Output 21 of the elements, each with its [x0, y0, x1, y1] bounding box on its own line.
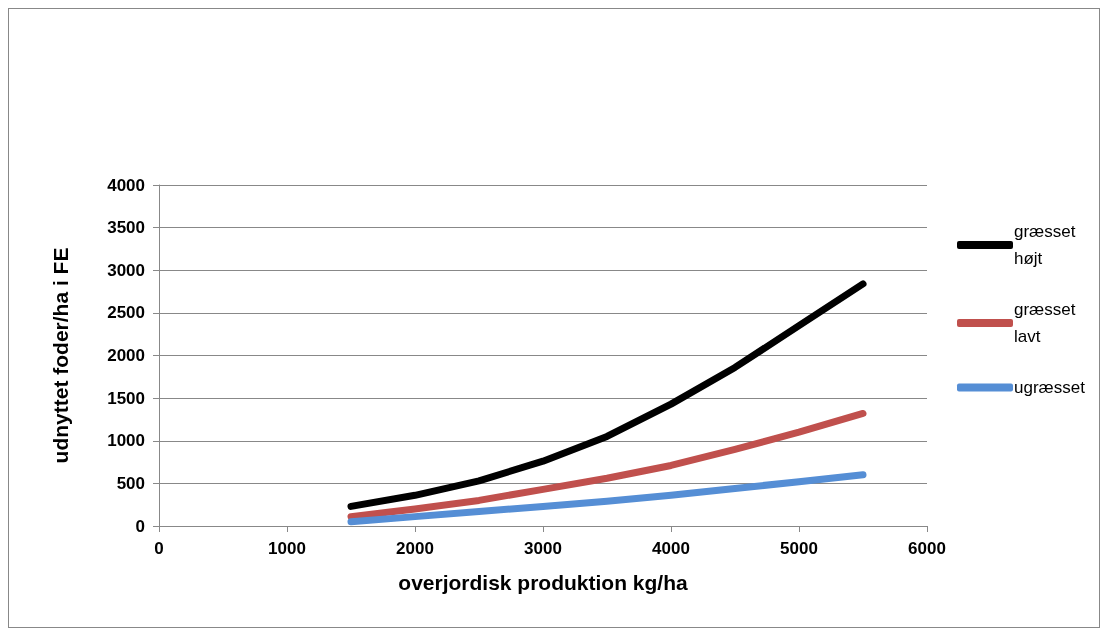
y-tick-label: 1000 — [107, 431, 145, 451]
x-tick-label: 5000 — [780, 539, 818, 558]
x-tick-label: 6000 — [908, 539, 946, 558]
x-tick-label: 4000 — [652, 539, 690, 558]
y-tick-label: 0 — [135, 516, 145, 536]
y-tick-label: 500 — [116, 473, 145, 493]
y-tick-label: 3000 — [107, 260, 145, 280]
x-tick-label: 2000 — [396, 539, 434, 558]
legend-label: græsset lavt — [1014, 300, 1081, 346]
x-tick-label: 0 — [154, 539, 164, 558]
y-tick-label: 2500 — [107, 303, 145, 323]
x-tick-label: 1000 — [268, 539, 306, 558]
y-tick-label: 4000 — [107, 175, 145, 195]
x-axis-title: overjordisk produktion kg/ha — [398, 571, 688, 594]
y-tick-label: 1500 — [107, 388, 145, 408]
y-tick-label: 3500 — [107, 218, 145, 238]
legend-label: ugræsset — [1014, 378, 1086, 397]
y-axis-title: udnyttet foder/ha i FE — [49, 247, 72, 464]
legend-label: græsset højt — [1014, 222, 1081, 268]
y-tick-label: 2000 — [107, 346, 145, 365]
x-tick-label: 3000 — [524, 539, 562, 558]
